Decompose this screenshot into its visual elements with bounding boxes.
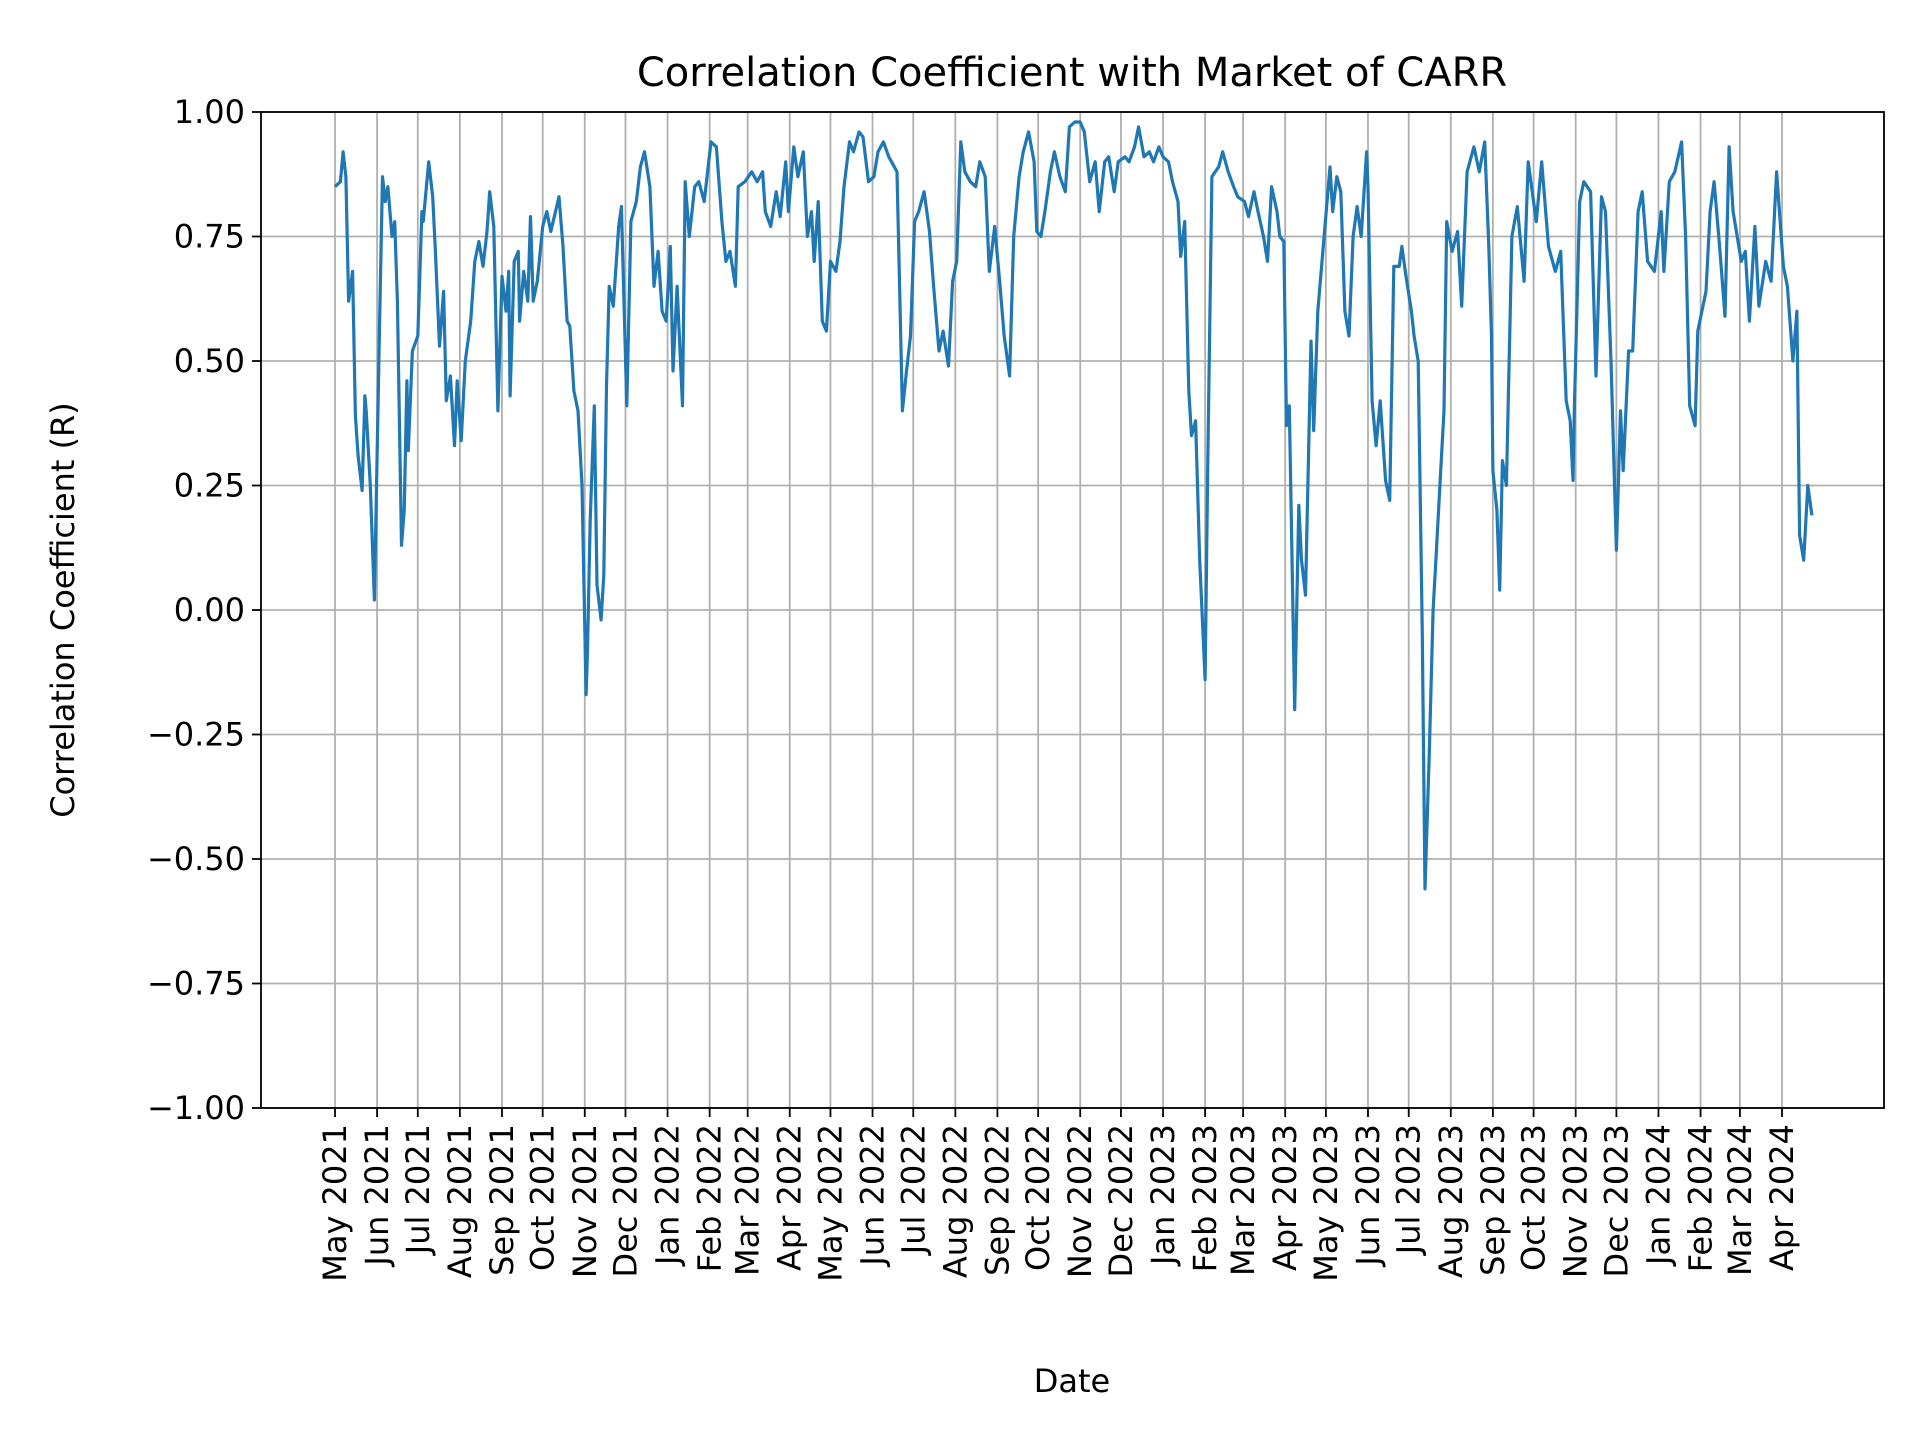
x-tick-label: Aug 2022 [936, 1124, 974, 1278]
y-tick-label: 0.00 [174, 591, 245, 629]
x-tick-label: Jun 2023 [1349, 1124, 1387, 1268]
x-tick-label: Jan 2023 [1144, 1124, 1182, 1267]
x-tick-label: Jun 2022 [854, 1124, 892, 1268]
x-tick-label: Jan 2024 [1639, 1124, 1677, 1267]
y-tick-label: −0.75 [147, 965, 245, 1003]
x-tick-label: Mar 2024 [1721, 1124, 1759, 1276]
y-tick-label: 0.50 [174, 342, 245, 380]
x-tick-label: Nov 2022 [1061, 1124, 1099, 1278]
x-tick-label: Nov 2021 [566, 1124, 604, 1278]
x-tick-label: Dec 2021 [606, 1124, 644, 1278]
y-tick-label: 0.75 [174, 218, 245, 256]
x-tick-label: Nov 2023 [1557, 1124, 1595, 1278]
x-tick-label: May 2021 [316, 1124, 354, 1282]
x-tick-label: Oct 2022 [1019, 1124, 1057, 1271]
series-line [333, 120, 1814, 891]
x-tick-label: Jul 2022 [894, 1124, 932, 1256]
x-tick-label: Oct 2021 [524, 1124, 562, 1271]
y-tick-label: 0.25 [174, 467, 245, 505]
x-tick-label: Jan 2022 [649, 1124, 687, 1267]
x-tick-label: Jun 2021 [358, 1124, 396, 1268]
grid [261, 111, 1884, 1109]
y-tick-label: −0.50 [147, 840, 245, 878]
x-tick-label: Apr 2023 [1266, 1124, 1304, 1271]
y-tick-label: −0.25 [147, 716, 245, 754]
x-tick-label: Feb 2023 [1186, 1124, 1224, 1272]
x-tick-label: May 2022 [811, 1124, 849, 1282]
x-tick-label: Mar 2023 [1224, 1124, 1262, 1276]
x-axis: May 2021 Jun 2021 Jul 2021 Aug 2021 Sep 2021… [316, 1108, 1801, 1282]
y-axis: −1.00 −0.75 −0.50 −0.25 0.00 0.25 0.50 0.75 1.00 [147, 93, 261, 1127]
x-tick-label: Jul 2021 [399, 1124, 437, 1256]
x-tick-label: Feb 2024 [1682, 1124, 1720, 1272]
y-tick-label: 1.00 [174, 93, 245, 131]
x-tick-label: Oct 2023 [1515, 1124, 1553, 1271]
chart-title: Correlation Coefficient with Market of C… [637, 50, 1507, 96]
x-tick-label: Aug 2023 [1432, 1124, 1470, 1278]
x-tick-label: Apr 2024 [1763, 1124, 1801, 1271]
y-axis-label: Correlation Coefficient (R) [44, 402, 82, 818]
x-tick-label: Aug 2021 [441, 1124, 479, 1278]
x-tick-label: Apr 2022 [771, 1124, 809, 1271]
x-tick-label: Dec 2022 [1102, 1124, 1140, 1278]
x-tick-label: Feb 2022 [691, 1124, 729, 1272]
x-tick-label: Dec 2023 [1597, 1124, 1635, 1278]
x-tick-label: Sep 2022 [978, 1124, 1016, 1276]
x-tick-label: Jul 2023 [1390, 1124, 1428, 1256]
y-tick-label: −1.00 [147, 1089, 245, 1127]
x-tick-label: Sep 2023 [1474, 1124, 1512, 1276]
x-axis-label: Date [1034, 1362, 1110, 1400]
x-tick-label: May 2023 [1307, 1124, 1345, 1282]
x-tick-label: Sep 2021 [483, 1124, 521, 1276]
x-tick-label: Mar 2022 [729, 1124, 767, 1276]
